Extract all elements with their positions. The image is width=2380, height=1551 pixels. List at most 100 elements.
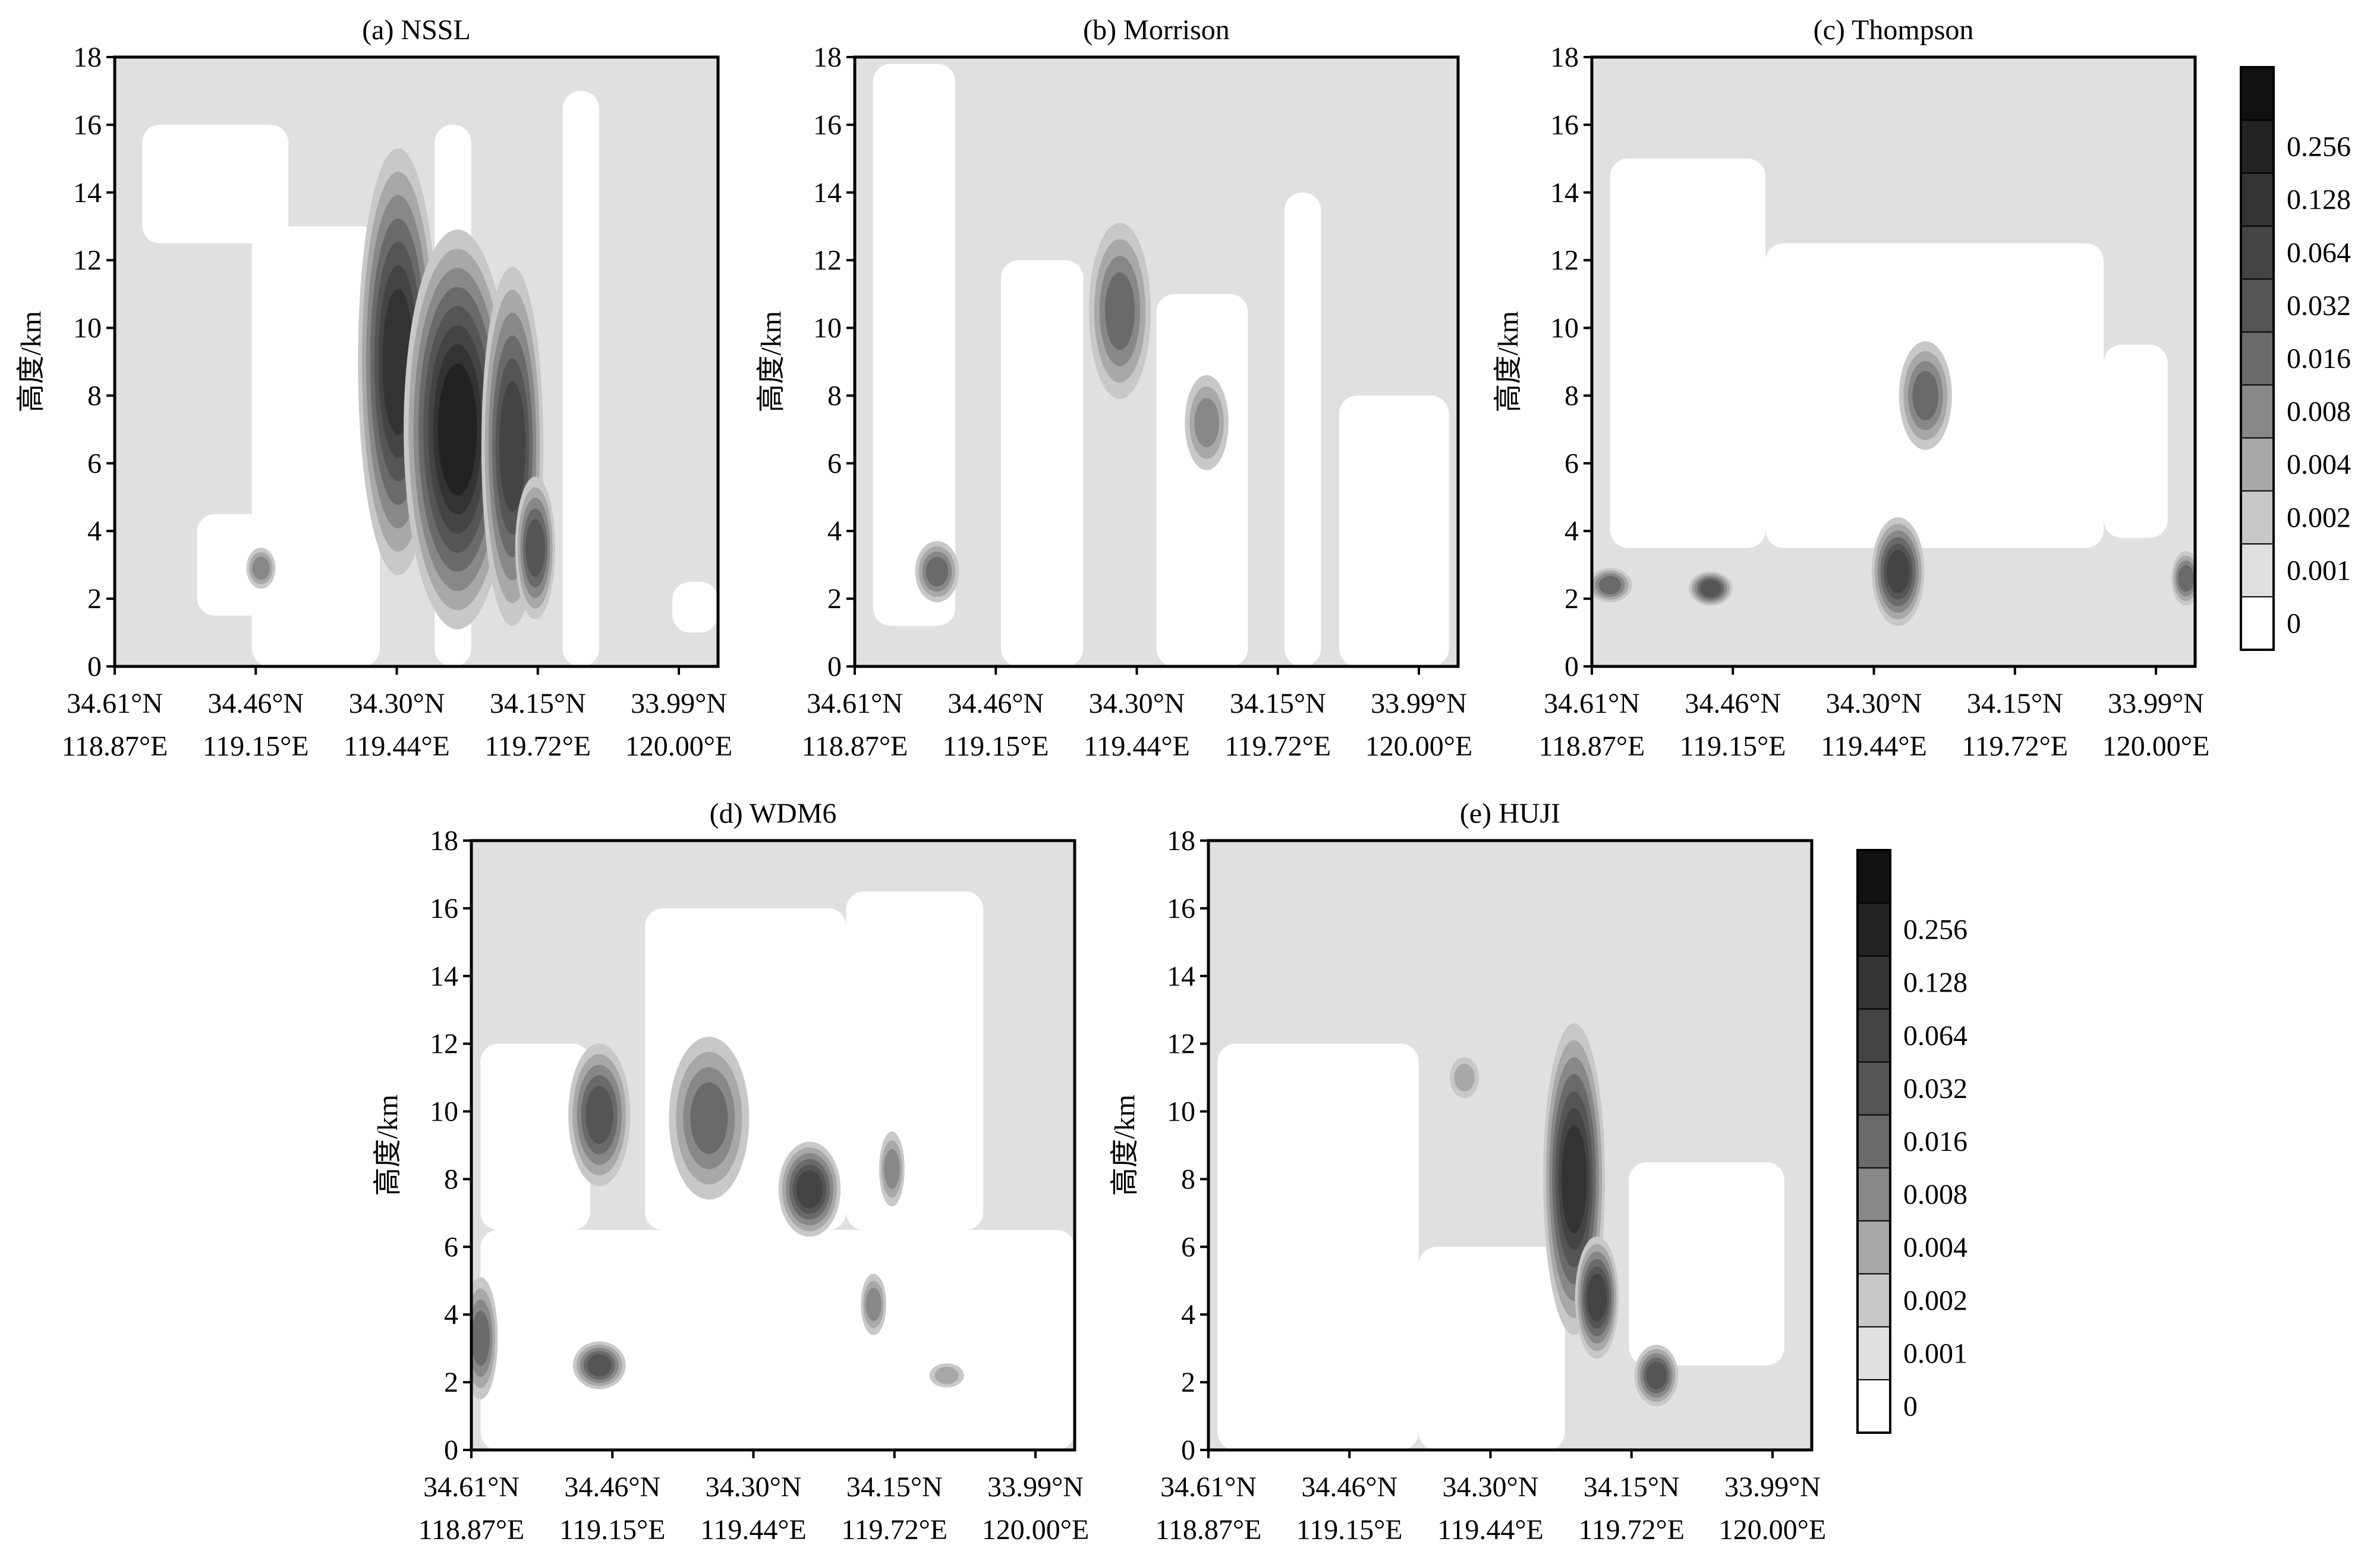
colorbar-label: 0.002 bbox=[1903, 1285, 1967, 1316]
y-tick-label: 0 bbox=[444, 1434, 458, 1466]
colorbar-swatch-4 bbox=[2241, 385, 2274, 439]
x-tick-label-lon: 119.72°E bbox=[1962, 731, 2068, 762]
cell-contour-level-4 bbox=[252, 556, 270, 580]
y-tick-label: 6 bbox=[1181, 1231, 1195, 1263]
cell-huji-3 bbox=[1634, 1345, 1679, 1407]
plot-frame-thompson bbox=[1590, 55, 2197, 668]
colorbar-label: 0.032 bbox=[2287, 290, 2351, 322]
plot-frame-wdm6 bbox=[470, 839, 1076, 1452]
y-axis-label-nssl: 高度/km bbox=[15, 311, 47, 413]
panel-title-nssl: (a) NSSL bbox=[362, 14, 471, 46]
cell-contour-level-4 bbox=[884, 1149, 900, 1189]
x-tick-label-lat: 33.99°N bbox=[987, 1471, 1084, 1503]
y-tick-label: 14 bbox=[73, 177, 102, 209]
y-tick-label: 8 bbox=[444, 1163, 458, 1195]
colorbar-label: 0.002 bbox=[2287, 502, 2351, 533]
y-tick-label: 14 bbox=[1167, 961, 1195, 992]
colorbar-swatch-1 bbox=[2241, 543, 2274, 597]
colorbar-bottom: 0 0.001 0.002 0.004 0.008 0.016 0.032 0.064 0.12… bbox=[1856, 849, 1967, 1434]
cell-wdm6-1 bbox=[568, 1043, 631, 1187]
cell-contour-level-3 bbox=[1454, 1064, 1475, 1091]
y-tick-label: 4 bbox=[444, 1299, 458, 1330]
cell-thompson-5 bbox=[2171, 551, 2195, 606]
clear-region-morrison bbox=[1001, 260, 1084, 666]
y-tick-label: 14 bbox=[813, 177, 842, 209]
x-tick-label-lon: 119.44°E bbox=[1821, 731, 1927, 762]
colorbar-swatch-8 bbox=[1858, 956, 1890, 1009]
x-tick-label-lat: 34.61°N bbox=[807, 688, 903, 719]
x-tick-label-lon: 118.87°E bbox=[1539, 731, 1645, 762]
colorbar-label: 0.008 bbox=[1903, 1179, 1967, 1210]
clear-region-huji bbox=[1217, 1043, 1419, 1450]
cell-contour-level-7 bbox=[1586, 1273, 1607, 1322]
x-tick-label-lat: 34.15°N bbox=[490, 688, 586, 719]
clear-region-nssl bbox=[672, 581, 718, 633]
y-tick-label: 0 bbox=[827, 651, 842, 682]
x-tick-label-lat: 34.15°N bbox=[1230, 688, 1326, 719]
colorbar-label: 0.128 bbox=[1903, 967, 1967, 999]
y-tick-label: 10 bbox=[1167, 1096, 1195, 1128]
y-axis-ticks-thompson: 0 2 4 6 8 10 12 14 16 18 bbox=[1550, 42, 1592, 682]
colorbar-label: 0.064 bbox=[2287, 237, 2351, 269]
y-tick-label: 12 bbox=[1167, 1028, 1195, 1060]
y-axis-label-huji: 高度/km bbox=[1109, 1094, 1141, 1196]
x-tick-label-lon: 119.44°E bbox=[700, 1514, 807, 1546]
x-tick-label-lat: 34.61°N bbox=[67, 688, 163, 719]
x-tick-label-lon: 118.87°E bbox=[1156, 1514, 1262, 1546]
plot-frame-huji bbox=[1207, 839, 1814, 1452]
colorbar-label: 0.016 bbox=[1903, 1126, 1967, 1157]
x-axis-ticks-thompson: 34.61°N 118.87°E 34.46°N 119.15°E 34.30°N 119… bbox=[1539, 666, 2209, 762]
x-tick-label-lon: 119.15°E bbox=[203, 731, 309, 762]
y-tick-label: 8 bbox=[1564, 380, 1579, 411]
cell-thompson-1 bbox=[1899, 341, 1952, 450]
x-tick-label-lat: 34.30°N bbox=[1443, 1471, 1539, 1503]
colorbar-label: 0.004 bbox=[2287, 449, 2351, 480]
cell-contour-level-7 bbox=[499, 381, 526, 512]
colorbar-label: 0.008 bbox=[2287, 396, 2351, 427]
y-tick-label: 4 bbox=[1564, 515, 1579, 547]
x-tick-label-lon: 120.00°E bbox=[1719, 1514, 1827, 1546]
panel-title-thompson: (c) Thompson bbox=[1814, 14, 1974, 46]
colorbar-swatch-10 bbox=[2241, 67, 2274, 121]
clear-region-wdm6 bbox=[846, 891, 984, 1230]
colorbar-swatch-9 bbox=[2241, 120, 2274, 174]
cell-wdm6-6 bbox=[572, 1341, 626, 1389]
cell-morrison-1 bbox=[1088, 222, 1151, 399]
clear-region-huji bbox=[1418, 1247, 1565, 1450]
x-tick-label-lon: 119.15°E bbox=[943, 731, 1049, 762]
y-tick-label: 0 bbox=[87, 651, 102, 682]
y-tick-label: 8 bbox=[827, 380, 842, 411]
panel-wdm6: (d) WDM6 0 2 4 6 8 10 12 14 16 18 34.61°N 118.87°E… bbox=[372, 798, 1089, 1546]
clear-region-thompson bbox=[1610, 158, 1766, 548]
x-tick-label-lon: 118.87°E bbox=[802, 731, 908, 762]
clear-region-wdm6 bbox=[480, 1229, 1075, 1450]
cell-thompson-4 bbox=[1689, 571, 1733, 606]
cell-huji-2 bbox=[1575, 1236, 1619, 1359]
y-tick-label: 6 bbox=[1564, 448, 1579, 479]
colorbar-label: 0.256 bbox=[2287, 131, 2351, 163]
y-tick-label: 8 bbox=[1181, 1163, 1195, 1195]
x-tick-label-lon: 119.72°E bbox=[1224, 731, 1331, 762]
colorbar-label: 0.064 bbox=[1903, 1020, 1967, 1052]
cell-wdm6-3 bbox=[778, 1141, 841, 1237]
colorbar-label: 0.016 bbox=[2287, 343, 2351, 375]
clear-region-nssl bbox=[562, 90, 600, 666]
x-tick-label-lat: 33.99°N bbox=[1371, 688, 1467, 719]
x-tick-label-lat: 34.46°N bbox=[1301, 1471, 1397, 1503]
x-tick-label-lon: 120.00°E bbox=[1365, 731, 1473, 762]
y-tick-label: 16 bbox=[1550, 109, 1579, 141]
cell-contour-level-5 bbox=[690, 1082, 728, 1154]
y-tick-label: 2 bbox=[827, 583, 842, 615]
cell-contour-level-4 bbox=[1194, 398, 1219, 448]
y-tick-label: 2 bbox=[444, 1367, 458, 1398]
y-tick-label: 10 bbox=[1550, 313, 1579, 344]
cell-wdm6-5 bbox=[471, 1277, 498, 1399]
x-tick-label-lat: 34.15°N bbox=[1967, 688, 2063, 719]
y-tick-label: 14 bbox=[1550, 177, 1579, 209]
colorbar-swatch-5 bbox=[1858, 1115, 1890, 1169]
colorbar-frame bbox=[2240, 66, 2275, 651]
x-tick-label-lon: 120.00°E bbox=[625, 731, 733, 762]
x-tick-label-lon: 119.15°E bbox=[1680, 731, 1786, 762]
panel-nssl: (a) NSSL 0 2 4 6 8 10 12 14 16 18 34.61°N 118.87°E… bbox=[15, 14, 732, 762]
cell-contour-level-5 bbox=[1912, 370, 1939, 420]
